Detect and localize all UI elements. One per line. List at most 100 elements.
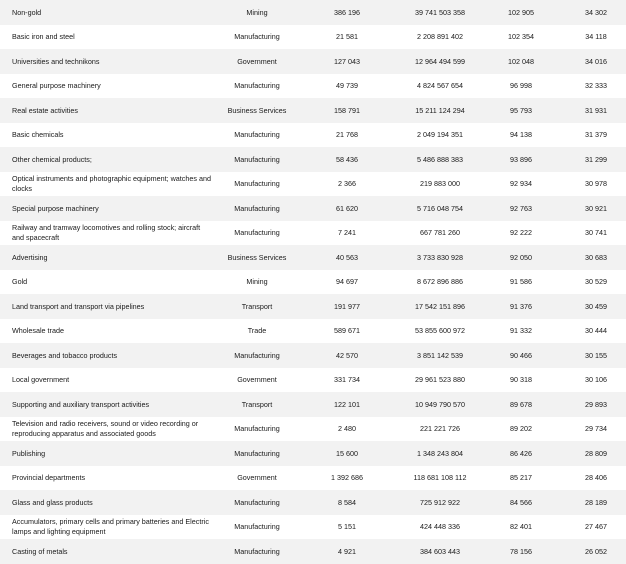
sector-cell: Government [212,49,302,74]
sector-cell: Government [212,367,302,392]
industry-cell: Provincial departments [0,465,212,490]
total-value-cell: 725 912 922 [392,490,488,515]
employment-cell: 40 563 [302,245,392,270]
sector-cell: Manufacturing [212,416,302,441]
sector-cell: Manufacturing [212,539,302,564]
employment-cell: 61 620 [302,196,392,221]
value-per-employee-cell: 95 793 [488,98,554,123]
total-value-cell: 17 542 151 896 [392,294,488,319]
industry-cell: Land transport and transport via pipelin… [0,294,212,319]
value-per-employee-cell: 78 156 [488,539,554,564]
value-per-employee-cell: 102 905 [488,0,554,25]
employment-cell: 589 671 [302,318,392,343]
total-value-cell: 3 851 142 539 [392,343,488,368]
table-row: Supporting and auxiliary transport activ… [0,392,626,417]
total-value-cell: 8 672 896 886 [392,269,488,294]
value-third-cell: 34 302 [554,0,626,25]
value-per-employee-cell: 92 222 [488,220,554,245]
value-per-employee-cell: 84 566 [488,490,554,515]
value-per-employee-cell: 91 376 [488,294,554,319]
table-row: Television and radio receivers, sound or… [0,416,626,441]
value-third-cell: 30 978 [554,171,626,196]
value-per-employee-cell: 90 318 [488,367,554,392]
table-row: Wholesale trade Trade 589 671 53 855 600 97… [0,318,626,343]
industry-cell: Beverages and tobacco products [0,343,212,368]
value-per-employee-cell: 85 217 [488,465,554,490]
employment-cell: 42 570 [302,343,392,368]
employment-cell: 127 043 [302,49,392,74]
industry-cell: Optical instruments and photographic equ… [0,171,212,196]
employment-cell: 386 196 [302,0,392,25]
industry-cell: Glass and glass products [0,490,212,515]
table-row: Accumulators, primary cells and primary … [0,514,626,539]
sector-cell: Transport [212,392,302,417]
employment-cell: 94 697 [302,269,392,294]
value-third-cell: 30 106 [554,367,626,392]
industry-cell: Basic iron and steel [0,24,212,49]
industry-cell: General purpose machinery [0,73,212,98]
value-per-employee-cell: 94 138 [488,122,554,147]
value-per-employee-cell: 89 202 [488,416,554,441]
value-per-employee-cell: 90 466 [488,343,554,368]
total-value-cell: 29 961 523 880 [392,367,488,392]
value-per-employee-cell: 91 586 [488,269,554,294]
value-third-cell: 29 893 [554,392,626,417]
industry-cell: Non-gold [0,0,212,25]
value-third-cell: 34 118 [554,24,626,49]
value-third-cell: 31 379 [554,122,626,147]
total-value-cell: 5 716 048 754 [392,196,488,221]
value-third-cell: 32 333 [554,73,626,98]
employment-cell: 7 241 [302,220,392,245]
value-third-cell: 30 741 [554,220,626,245]
industry-cell: Real estate activities [0,98,212,123]
sector-cell: Manufacturing [212,24,302,49]
value-per-employee-cell: 93 896 [488,147,554,172]
sector-cell: Manufacturing [212,441,302,466]
value-third-cell: 27 467 [554,514,626,539]
table-row: Land transport and transport via pipelin… [0,294,626,319]
total-value-cell: 53 855 600 972 [392,318,488,343]
employment-cell: 122 101 [302,392,392,417]
industry-cell: Special purpose machinery [0,196,212,221]
industry-cell: Local government [0,367,212,392]
value-per-employee-cell: 92 763 [488,196,554,221]
value-third-cell: 30 683 [554,245,626,270]
table-row: Publishing Manufacturing 15 600 1 348 243 8… [0,441,626,466]
value-third-cell: 34 016 [554,49,626,74]
value-third-cell: 30 921 [554,196,626,221]
table-row: Basic iron and steel Manufacturing 21 581 2… [0,24,626,49]
employment-cell: 2 366 [302,171,392,196]
total-value-cell: 424 448 336 [392,514,488,539]
employment-cell: 2 480 [302,416,392,441]
table-row: Other chemical products; Manufacturing 58 … [0,147,626,172]
value-third-cell: 31 299 [554,147,626,172]
sector-cell: Government [212,465,302,490]
value-third-cell: 28 809 [554,441,626,466]
table-row: Optical instruments and photographic equ… [0,171,626,196]
table-row: Non-gold Mining 386 196 39 741 503 358 102 9… [0,0,626,25]
value-per-employee-cell: 82 401 [488,514,554,539]
industry-cell: Basic chemicals [0,122,212,147]
total-value-cell: 5 486 888 383 [392,147,488,172]
industry-cell: Supporting and auxiliary transport activ… [0,392,212,417]
value-third-cell: 30 459 [554,294,626,319]
employment-cell: 15 600 [302,441,392,466]
total-value-cell: 3 733 830 928 [392,245,488,270]
employment-cell: 4 921 [302,539,392,564]
value-per-employee-cell: 102 354 [488,24,554,49]
table-row: Glass and glass products Manufacturing 8 5… [0,490,626,515]
total-value-cell: 10 949 790 570 [392,392,488,417]
sector-cell: Manufacturing [212,122,302,147]
sector-cell: Manufacturing [212,514,302,539]
total-value-cell: 118 681 108 112 [392,465,488,490]
table-row: Real estate activities Business Services 1… [0,98,626,123]
sector-cell: Manufacturing [212,220,302,245]
employment-cell: 49 739 [302,73,392,98]
value-third-cell: 26 052 [554,539,626,564]
sector-cell: Manufacturing [212,147,302,172]
sector-cell: Mining [212,0,302,25]
employment-cell: 21 768 [302,122,392,147]
sector-cell: Manufacturing [212,196,302,221]
